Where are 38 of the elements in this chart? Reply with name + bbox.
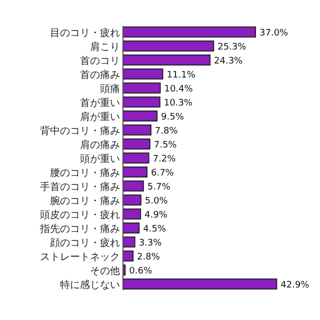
data-label: 3.3% — [138, 238, 162, 248]
y-tick-label: その他 — [90, 265, 120, 277]
data-label: 5.7% — [147, 182, 171, 192]
data-label: 10.4% — [164, 84, 194, 94]
y-tick-label: 頭が重い — [80, 153, 120, 165]
data-label: 11.1% — [166, 70, 196, 80]
y-tick-label: 首の痛み — [80, 69, 120, 81]
y-tick-label: 肩の痛み — [80, 139, 120, 151]
data-label: 42.9% — [280, 280, 310, 290]
data-label: 37.0% — [260, 28, 289, 38]
y-tick-label: 首のコリ — [80, 55, 120, 67]
data-label: 9.5% — [161, 112, 184, 122]
data-label: 7.5% — [154, 140, 178, 150]
y-tick-label: 腰のコリ・痛み — [50, 167, 120, 179]
data-label: 24.3% — [214, 56, 244, 66]
data-label: 5.0% — [144, 196, 168, 206]
y-tick-label: 肩が重い — [80, 111, 120, 123]
data-label: 2.8% — [137, 252, 160, 262]
y-tick-label: 目のコリ・疲れ — [50, 27, 120, 39]
data-label: 7.2% — [152, 154, 176, 164]
y-tick-label: ストレートネック — [40, 252, 120, 263]
data-label: 6.7% — [150, 168, 174, 178]
data-label: 10.3% — [164, 98, 193, 108]
y-tick-label: 頭痛 — [100, 83, 120, 95]
y-tick-label: 背中のコリ・痛み — [40, 125, 120, 137]
data-label: 4.5% — [143, 224, 166, 234]
y-tick-label: 手首のコリ・痛み — [40, 181, 120, 193]
data-label: 4.9% — [144, 210, 168, 220]
y-tick-label: 顔のコリ・疲れ — [50, 237, 120, 249]
data-label: 7.8% — [154, 126, 178, 136]
y-tick-label: 首が重い — [80, 97, 120, 109]
data-label: 25.3% — [218, 42, 247, 52]
y-tick-label: 特に感じない — [60, 279, 120, 291]
y-tick-label: 肩こり — [90, 41, 120, 53]
y-tick-label: 指先のコリ・痛み — [39, 223, 120, 235]
data-label: 0.6% — [129, 266, 152, 276]
y-tick-label: 腕のコリ・痛み — [50, 195, 120, 207]
y-tick-label: 頭皮のコリ・疲れ — [40, 209, 120, 221]
